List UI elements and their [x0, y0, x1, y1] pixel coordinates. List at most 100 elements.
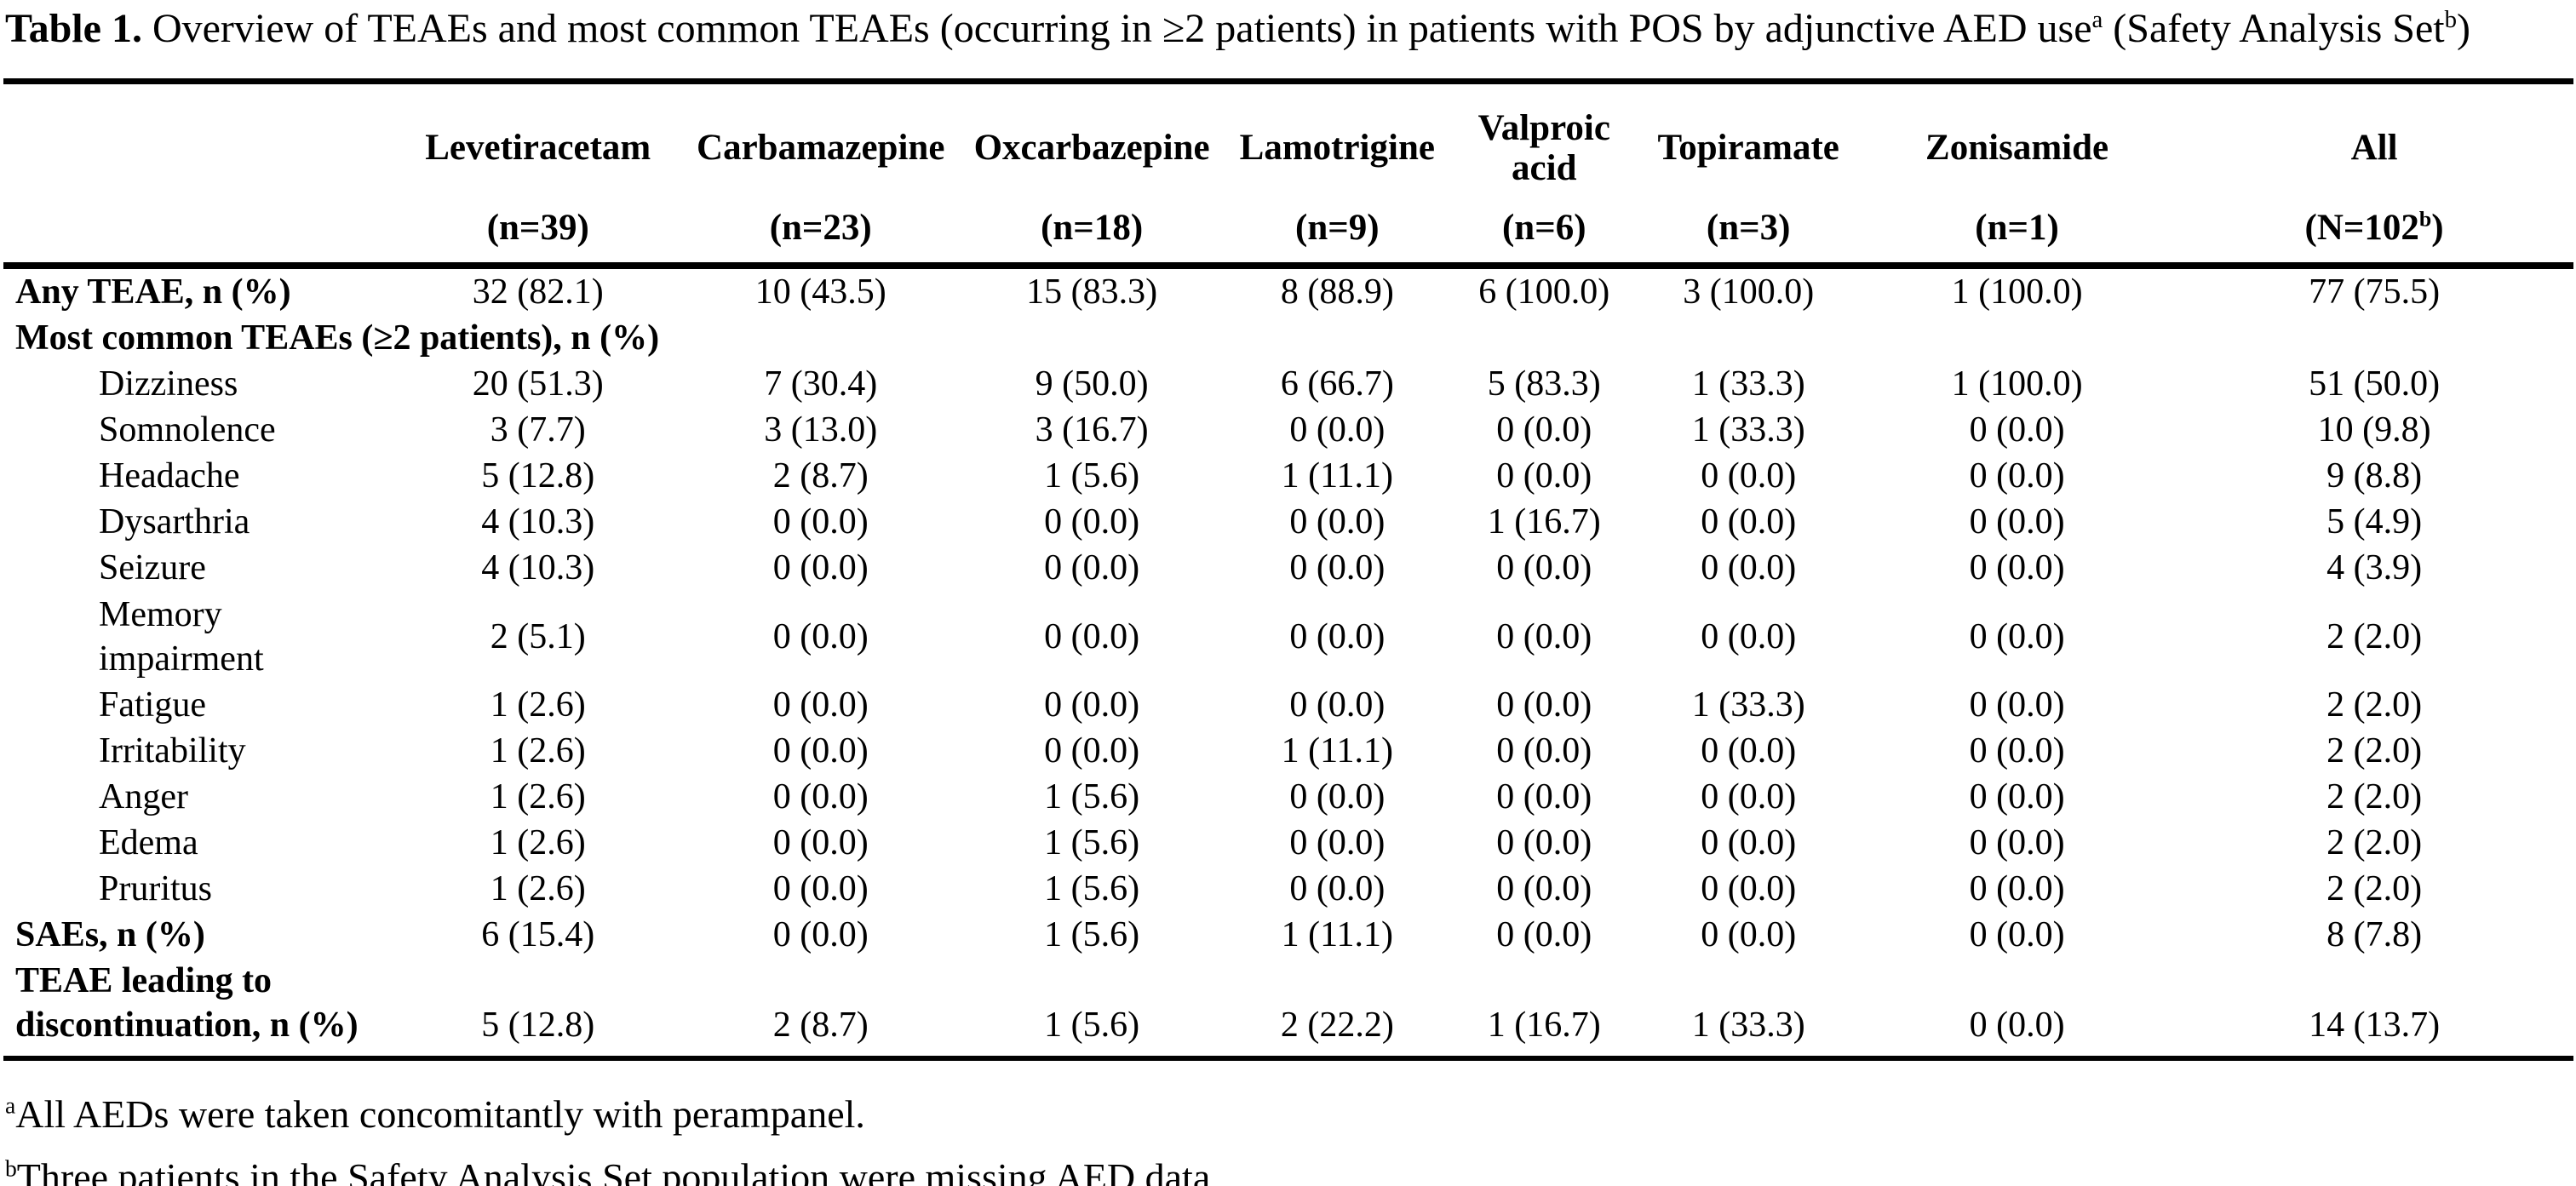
cell-value: 0 (0.0)	[1496, 731, 1592, 771]
cell-value: 2 (2.0)	[2326, 822, 2423, 862]
cell-value: 10 (43.5)	[754, 272, 886, 312]
cell-value: 0 (0.0)	[1969, 1006, 2065, 1046]
cell-value: 0 (0.0)	[1701, 502, 1797, 542]
cell-value: 0 (0.0)	[1969, 616, 2065, 656]
column-header: Zonisamide (n=1)	[1858, 81, 2176, 269]
cell-value: 0 (0.0)	[1701, 776, 1797, 816]
cell-value: 6 (15.4)	[481, 915, 595, 955]
cell-value: 0 (0.0)	[1701, 616, 1797, 656]
row-label: Edema	[99, 822, 198, 862]
cell-value: 1 (100.0)	[1951, 364, 2083, 404]
column-header: Oxcarbazepine (n=18)	[959, 81, 1225, 269]
header-row: Levetiracetam (n=39) Carbamazepine (n=23) Ox…	[3, 81, 2573, 269]
column-name: Valproic acid	[1477, 107, 1610, 188]
cell-value: 1 (2.6)	[490, 822, 586, 862]
column-name: Levetiracetam	[425, 128, 651, 169]
table-row: Memory impairment 2 (5.1) 0 (0.0) 0 (0.0) 0 …	[3, 592, 2573, 682]
cell-value: 0 (0.0)	[1044, 731, 1140, 771]
cell-value: 9 (8.8)	[2326, 456, 2423, 496]
table-row: Somnolence 3 (7.7) 3 (13.0) 3 (16.7) 0 (0.0)…	[3, 407, 2573, 453]
cell-value: 14 (13.7)	[2309, 1006, 2441, 1046]
row-label: TEAE leading to discontinuation, n (%)	[15, 961, 359, 1046]
table-row: TEAE leading to discontinuation, n (%) 5 …	[3, 958, 2573, 1058]
cell-value: 0 (0.0)	[1044, 502, 1140, 542]
cell-value: 0 (0.0)	[1969, 869, 2065, 909]
cell-value: 0 (0.0)	[1969, 822, 2065, 862]
cell-value: 0 (0.0)	[1289, 869, 1386, 909]
cell-value: 1 (16.7)	[1487, 1006, 1601, 1046]
cell-value: 9 (50.0)	[1035, 364, 1149, 404]
cell-value: 1 (5.6)	[1044, 822, 1140, 862]
table-row: Fatigue 1 (2.6) 0 (0.0) 0 (0.0) 0 (0.0) 0 (0.…	[3, 682, 2573, 728]
cell-value: 0 (0.0)	[1701, 456, 1797, 496]
footnote: aAll AEDs were taken concomitantly with …	[5, 1090, 2576, 1139]
cell-value: 0 (0.0)	[1701, 822, 1797, 862]
cell-value: 1 (2.6)	[490, 776, 586, 816]
footnote-marker: a	[5, 1092, 16, 1119]
cell-value: 1 (33.3)	[1691, 1006, 1805, 1046]
cell-value: 4 (3.9)	[2326, 548, 2423, 588]
cell-value: 2 (2.0)	[2326, 616, 2423, 656]
row-label: Headache	[99, 456, 240, 496]
corner-cell	[3, 81, 394, 269]
cell-value: 0 (0.0)	[1044, 616, 1140, 656]
cell-value: 0 (0.0)	[772, 685, 869, 725]
cell-value: 1 (5.6)	[1044, 456, 1140, 496]
column-name: Carbamazepine	[697, 128, 945, 169]
cell-value: 0 (0.0)	[772, 616, 869, 656]
column-name: Zonisamide	[1925, 128, 2109, 169]
table-title-close: )	[2457, 6, 2470, 51]
cell-value: 0 (0.0)	[772, 502, 869, 542]
table-row: Any TEAE, n (%) 32 (82.1) 10 (43.5) 15 (83.…	[3, 266, 2573, 315]
column-name: Oxcarbazepine	[973, 128, 1210, 169]
cell-value: 0 (0.0)	[772, 915, 869, 955]
row-label: Somnolence	[99, 410, 276, 450]
row-label: Dizziness	[99, 364, 238, 404]
cell-value: 1 (5.6)	[1044, 869, 1140, 909]
column-count: (N=102b)	[2304, 206, 2444, 248]
cell-value: 1 (11.1)	[1281, 456, 1394, 496]
cell-value: 0 (0.0)	[1289, 822, 1386, 862]
row-label: Any TEAE, n (%)	[15, 272, 291, 312]
row-label: Irritability	[99, 731, 246, 771]
footnote-text: All AEDs were taken concomitantly with p…	[15, 1092, 865, 1137]
cell-value: 0 (0.0)	[1496, 548, 1592, 588]
row-label: Fatigue	[99, 685, 206, 725]
row-label: SAEs, n (%)	[15, 915, 205, 955]
cell-value: 1 (5.6)	[1044, 1006, 1140, 1046]
cell-value: 32 (82.1)	[472, 272, 604, 312]
table-row: Edema 1 (2.6) 0 (0.0) 1 (5.6) 0 (0.0) 0 (0.0)…	[3, 820, 2573, 866]
cell-value: 0 (0.0)	[772, 731, 869, 771]
column-count: (n=23)	[769, 208, 872, 248]
cell-value: 0 (0.0)	[1044, 685, 1140, 725]
column-count: (n=39)	[486, 208, 589, 248]
column-count: (n=9)	[1295, 208, 1380, 248]
table-row: Pruritus 1 (2.6) 0 (0.0) 1 (5.6) 0 (0.0) 0 (0…	[3, 866, 2573, 912]
cell-value: 0 (0.0)	[1289, 502, 1386, 542]
cell-value: 1 (33.3)	[1691, 685, 1805, 725]
row-label: Pruritus	[99, 869, 213, 909]
cell-value: 5 (83.3)	[1487, 364, 1601, 404]
footnote-marker-b: b	[2444, 6, 2457, 33]
cell-value: 0 (0.0)	[1969, 410, 2065, 450]
cell-value: 4 (10.3)	[481, 502, 595, 542]
footnote: bThree patients in the Safety Analysis S…	[5, 1153, 2576, 1186]
row-label: Memory impairment	[99, 594, 264, 679]
cell-value: 15 (83.3)	[1026, 272, 1158, 312]
cell-value: 3 (100.0)	[1683, 272, 1815, 312]
cell-value: 2 (2.0)	[2326, 731, 2423, 771]
table-body: Any TEAE, n (%) 32 (82.1) 10 (43.5) 15 (83.…	[3, 266, 2573, 1058]
cell-value: 6 (100.0)	[1478, 272, 1610, 312]
cell-value: 0 (0.0)	[772, 822, 869, 862]
cell-value: 0 (0.0)	[1289, 410, 1386, 450]
cell-value: 0 (0.0)	[1496, 410, 1592, 450]
column-header: Levetiracetam (n=39)	[393, 81, 682, 269]
table-row: Headache 5 (12.8) 2 (8.7) 1 (5.6) 1 (11.1) 0 …	[3, 453, 2573, 499]
table-row: Irritability 1 (2.6) 0 (0.0) 0 (0.0) 1 (11.1…	[3, 728, 2573, 774]
cell-value: 1 (33.3)	[1691, 410, 1805, 450]
cell-value: 1 (11.1)	[1281, 915, 1394, 955]
table-row: Dizziness 20 (51.3) 7 (30.4) 9 (50.0) 6 (66.…	[3, 361, 2573, 407]
cell-value: 0 (0.0)	[1969, 548, 2065, 588]
column-header: Lamotrigine (n=9)	[1224, 81, 1451, 269]
